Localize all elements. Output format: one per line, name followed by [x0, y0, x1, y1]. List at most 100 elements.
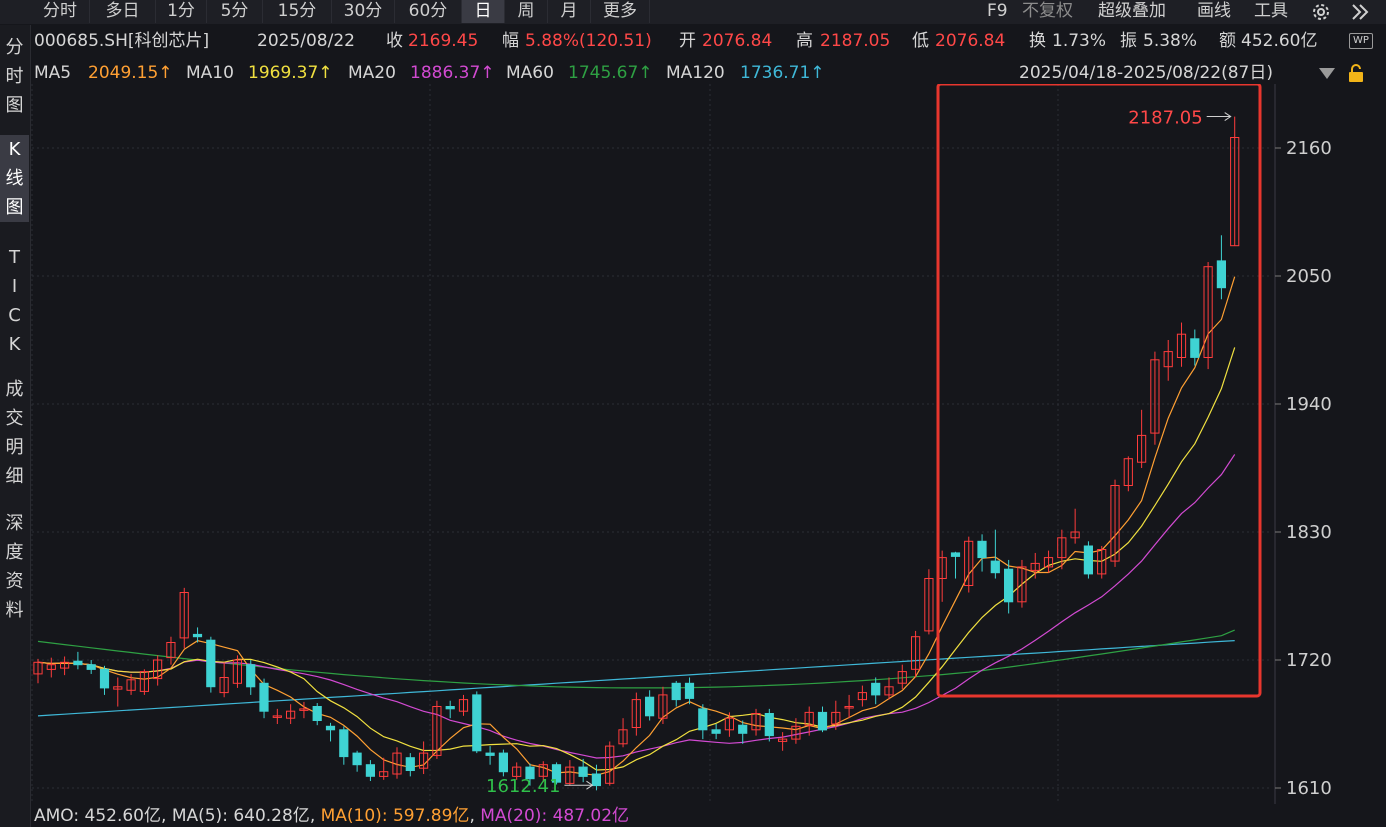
candle-body: [1230, 137, 1240, 247]
sidebar-item-profile[interactable]: 深 度 资 料: [5, 513, 24, 621]
ma20-value: 1886.37↑: [410, 63, 495, 83]
date-range: 2025/04/18-2025/08/22(87日): [1019, 63, 1273, 83]
tab-daily[interactable]: 日: [462, 0, 505, 23]
candle-body: [671, 682, 681, 701]
candle-body: [645, 696, 655, 717]
candle-body: [219, 677, 229, 694]
candle-body: [60, 661, 70, 669]
candle-body: [857, 692, 867, 701]
candle-body: [990, 560, 1000, 574]
candle-body: [419, 752, 429, 769]
ma120-value: 1736.71↑: [740, 63, 825, 83]
overlay-button[interactable]: 超级叠加: [1098, 1, 1166, 21]
candle-body: [498, 752, 508, 773]
candle-body: [698, 708, 708, 731]
ma60-value: 1745.67↑: [568, 63, 653, 83]
tab-1min[interactable]: 1分: [156, 0, 207, 23]
amount-value: 452.60亿: [1241, 31, 1318, 51]
tab-minute[interactable]: 分时: [31, 0, 90, 23]
candle-body: [791, 725, 801, 740]
tab-15min[interactable]: 15分: [263, 0, 332, 23]
candle-body: [46, 664, 56, 670]
candle-body: [272, 715, 282, 718]
candle-body: [1030, 562, 1040, 571]
kline-chart[interactable]: 2160 2050 1940 1830 1720 1610 2187.05 1612.41: [30, 84, 1386, 804]
y-axis: 2160 2050 1940 1830 1720 1610: [1275, 138, 1332, 799]
ma5-value: 2049.15↑: [88, 63, 173, 83]
candle-body: [764, 713, 774, 737]
candle-body: [1057, 537, 1067, 559]
candle-body: [871, 682, 881, 696]
sidebar-item-tick[interactable]: T I C K: [8, 247, 21, 355]
sidebar-item-trades[interactable]: 成 交 明 细: [5, 379, 24, 487]
candle-body: [432, 706, 442, 756]
candle-body: [232, 659, 243, 684]
wp-icon[interactable]: WP: [1349, 33, 1373, 49]
candle-body: [911, 636, 921, 670]
double-chevron-icon[interactable]: [1350, 3, 1370, 21]
tab-monthly[interactable]: 月: [548, 0, 591, 23]
dropdown-triangle-icon[interactable]: [1318, 66, 1336, 80]
low-pointer-arrow: [586, 780, 594, 790]
candle-body: [1004, 568, 1014, 603]
candle-body: [472, 694, 482, 752]
candle-body: [246, 664, 256, 688]
quote-date: 2025/08/22: [257, 31, 355, 51]
lock-icon[interactable]: [1346, 63, 1366, 83]
high-pointer-arrow: [1224, 112, 1232, 121]
candle-body: [299, 708, 309, 711]
candle-body: [977, 540, 987, 559]
ma120-label: MA120: [666, 63, 725, 83]
gear-icon[interactable]: [1310, 1, 1332, 23]
adjust-button[interactable]: 不复权: [1022, 1, 1073, 21]
candle-body: [751, 713, 761, 731]
candle-body: [844, 706, 854, 709]
candle-body: [817, 711, 828, 731]
candle-body: [33, 661, 43, 675]
candle-body: [206, 639, 216, 688]
tab-30min[interactable]: 30分: [332, 0, 395, 23]
candle-body: [711, 729, 721, 734]
high-value: 2187.05: [820, 31, 891, 51]
tab-multi-day[interactable]: 多日: [90, 0, 156, 23]
candle-body: [738, 724, 748, 734]
candle-body: [1176, 333, 1187, 358]
ma60-label: MA60: [506, 63, 554, 83]
draw-button[interactable]: 画线: [1197, 1, 1231, 21]
candle-body: [139, 671, 150, 692]
left-sidebar: 分 时 图 K 线 图 T I C K 成 交 明 细 深 度 资 料: [0, 25, 31, 827]
amo-ma10: MA(10): 597.89亿: [320, 806, 470, 826]
candle-body: [1137, 434, 1147, 463]
candle-body: [658, 694, 668, 719]
amo-line: AMO: 452.60亿, MA(5): 640.28亿, MA(10): 59…: [34, 806, 630, 826]
change-value: 5.88%(120.51): [525, 31, 652, 51]
candle-body: [538, 764, 548, 777]
candle-body: [897, 671, 907, 684]
candle-body: [1097, 549, 1107, 575]
tab-weekly[interactable]: 周: [505, 0, 548, 23]
candles: [33, 116, 1240, 791]
candle-body: [86, 664, 96, 670]
candle-body: [884, 686, 894, 696]
f9-button[interactable]: F9: [987, 1, 1008, 21]
candle-body: [1123, 458, 1133, 487]
candle-body: [445, 706, 455, 710]
tab-5min[interactable]: 5分: [207, 0, 263, 23]
tab-60min[interactable]: 60分: [395, 0, 462, 23]
tab-more[interactable]: 更多: [591, 0, 650, 23]
candle-body: [605, 745, 615, 784]
candle-body: [365, 764, 375, 777]
candle-body: [618, 729, 628, 745]
candle-body: [512, 766, 522, 777]
sidebar-item-timeshare[interactable]: 分 时 图: [5, 37, 24, 116]
ma60-line: [37, 629, 1235, 689]
candle-body: [339, 729, 349, 758]
sidebar-item-kline[interactable]: K 线 图: [0, 135, 29, 222]
y-tick-label: 2160: [1286, 138, 1332, 159]
amplitude-value: 5.38%: [1143, 31, 1198, 51]
candle-body: [73, 660, 83, 666]
y-tick-label: 1610: [1286, 778, 1332, 799]
candle-body: [1203, 266, 1213, 358]
y-tick-label: 1830: [1286, 522, 1332, 543]
tools-button[interactable]: 工具: [1254, 1, 1288, 21]
